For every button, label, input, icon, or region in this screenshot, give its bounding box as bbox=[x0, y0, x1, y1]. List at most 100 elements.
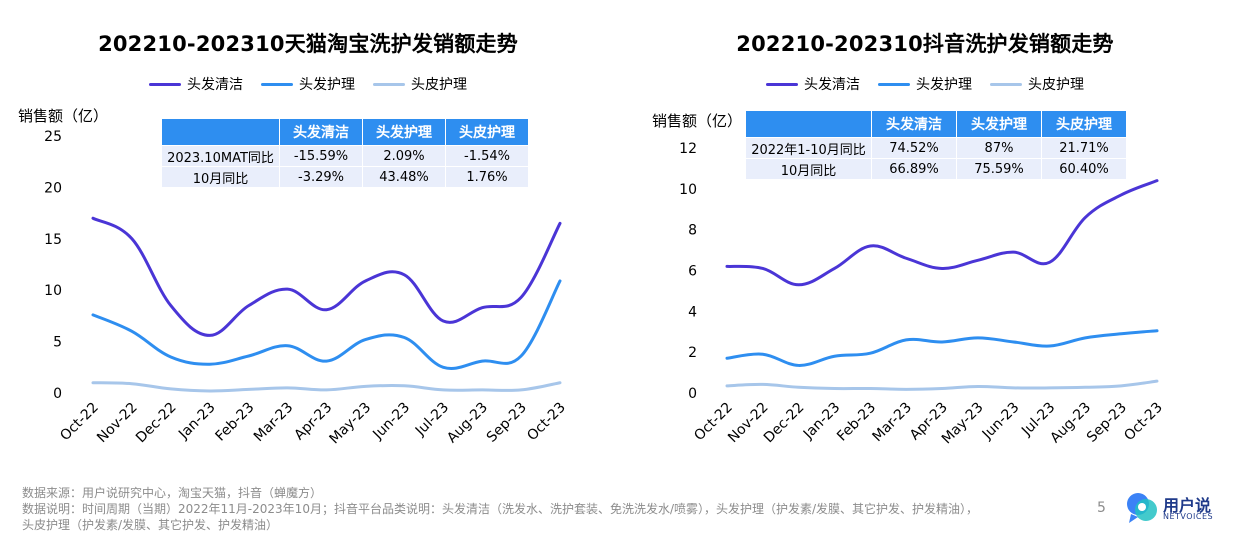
table-row: 2023.10MAT同比 -15.59% 2.09% -1.54% bbox=[161, 145, 529, 167]
table-header-row: 头发清洁 头发护理 头皮护理 bbox=[745, 110, 1127, 138]
table-cell: 21.71% bbox=[1041, 137, 1127, 159]
x-tick-label: Nov-22 bbox=[94, 400, 141, 447]
x-tick-label: Jun-23 bbox=[369, 400, 413, 444]
legend-item-hair-care: 头发护理 bbox=[261, 74, 355, 94]
y-tick-label: 8 bbox=[688, 223, 697, 239]
y-tick-label: 6 bbox=[688, 264, 697, 280]
stats-table-tmall: 头发清洁 头发护理 头皮护理 2023.10MAT同比 -15.59% 2.09… bbox=[161, 118, 529, 188]
table-cell: -15.59% bbox=[279, 145, 363, 167]
x-tick-label: Oct-22 bbox=[57, 400, 102, 445]
chart-panel-douyin: 202210-202310抖音洗护发销额走势 头发清洁 头发护理 头皮护理 销售… bbox=[617, 0, 1233, 470]
series-line-2 bbox=[91, 381, 562, 393]
table-cell: 87% bbox=[956, 137, 1042, 159]
table-header-row: 头发清洁 头发护理 头皮护理 bbox=[161, 118, 529, 146]
table-row: 2022年1-10月同比 74.52% 87% 21.71% bbox=[745, 137, 1127, 159]
table-cell: -1.54% bbox=[445, 145, 529, 167]
legend-item-hair-wash: 头发清洁 bbox=[766, 74, 860, 94]
table-header-cell bbox=[745, 110, 872, 138]
legend-item-scalp-care: 头皮护理 bbox=[990, 74, 1084, 94]
legend-item-scalp-care: 头皮护理 bbox=[373, 74, 467, 94]
footer-note: 数据说明：时间周期（当期）2022年11月-2023年10月；抖音平台品类说明：… bbox=[22, 502, 979, 516]
table-cell: 2023.10MAT同比 bbox=[161, 145, 280, 167]
y-tick-label: 10 bbox=[679, 182, 697, 198]
legend-label: 头发护理 bbox=[299, 77, 355, 93]
x-tick-label: Oct-23 bbox=[1121, 400, 1166, 445]
y-tick-label: 12 bbox=[679, 141, 697, 157]
y-tick-label: 0 bbox=[53, 386, 62, 402]
x-tick-label: Jun-23 bbox=[979, 400, 1023, 444]
x-tick-label: Mar-23 bbox=[869, 400, 915, 446]
footer-note-cont: 头皮护理（护发素/发膜、其它护发、护发精油） bbox=[22, 518, 279, 532]
table-row: 10月同比 66.89% 75.59% 60.40% bbox=[745, 158, 1127, 180]
legend-swatch-icon bbox=[766, 82, 798, 86]
speech-bubble-logo-icon bbox=[1127, 493, 1157, 523]
y-tick-label: 5 bbox=[53, 335, 62, 351]
table-header-cell: 头发护理 bbox=[362, 118, 446, 146]
table-cell: 10月同比 bbox=[161, 166, 280, 188]
x-tick-label: Mar-23 bbox=[251, 400, 297, 446]
y-tick-label: 25 bbox=[44, 129, 62, 145]
footer-notes: 数据来源：用户说研究中心，淘宝天猫，抖音（蝉魔方） 数据说明：时间周期（当期）2… bbox=[22, 485, 978, 533]
x-tick-label: Aug-23 bbox=[444, 400, 491, 447]
legend-swatch-icon bbox=[373, 82, 405, 86]
table-cell: 66.89% bbox=[871, 158, 957, 180]
table-header-cell: 头发护理 bbox=[956, 110, 1042, 138]
x-tick-label: Sep-23 bbox=[1084, 400, 1130, 446]
legend-swatch-icon bbox=[878, 82, 910, 86]
table-cell: 75.59% bbox=[956, 158, 1042, 180]
table-cell: 74.52% bbox=[871, 137, 957, 159]
stats-table-douyin: 头发清洁 头发护理 头皮护理 2022年1-10月同比 74.52% 87% 2… bbox=[745, 110, 1127, 180]
x-tick-label: May-23 bbox=[326, 400, 374, 448]
y-axis-label: 销售额（亿） bbox=[652, 112, 743, 130]
series-line-0 bbox=[91, 216, 562, 337]
x-tick-label: Sep-23 bbox=[484, 400, 530, 446]
footer-source: 数据来源：用户说研究中心，淘宝天猫，抖音（蝉魔方） bbox=[22, 486, 323, 500]
y-tick-label: 20 bbox=[44, 180, 62, 196]
table-cell: 2.09% bbox=[362, 145, 446, 167]
table-row: 10月同比 -3.29% 43.48% 1.76% bbox=[161, 166, 529, 188]
legend-swatch-icon bbox=[149, 82, 181, 86]
legend: 头发清洁 头发护理 头皮护理 bbox=[617, 74, 1233, 94]
y-tick-label: 15 bbox=[44, 232, 62, 248]
logo-subtitle: NETVOICES bbox=[1163, 512, 1214, 521]
table-cell: 10月同比 bbox=[745, 158, 872, 180]
table-header-cell: 头发清洁 bbox=[279, 118, 363, 146]
legend-item-hair-wash: 头发清洁 bbox=[149, 74, 243, 94]
x-tick-label: Jan-23 bbox=[175, 400, 218, 443]
legend-label: 头皮护理 bbox=[1028, 77, 1084, 93]
series-line-2 bbox=[725, 379, 1159, 391]
line-chart-douyin: 024681012Oct-22Nov-22Dec-22Jan-23Feb-23M… bbox=[679, 141, 1166, 447]
table-cell: 43.48% bbox=[362, 166, 446, 188]
legend-swatch-icon bbox=[261, 82, 293, 86]
series-line-1 bbox=[725, 329, 1159, 367]
table-cell: 60.40% bbox=[1041, 158, 1127, 180]
series-line-1 bbox=[91, 279, 562, 370]
legend-swatch-icon bbox=[990, 82, 1022, 86]
table-header-cell: 头发清洁 bbox=[871, 110, 957, 138]
y-axis-label: 销售额（亿） bbox=[18, 107, 109, 125]
chart-title: 202210-202310抖音洗护发销额走势 bbox=[736, 32, 1114, 56]
y-tick-label: 2 bbox=[688, 345, 697, 361]
y-tick-label: 0 bbox=[688, 386, 697, 402]
legend-label: 头皮护理 bbox=[411, 77, 467, 93]
chart-title: 202210-202310天猫淘宝洗护发销额走势 bbox=[98, 32, 518, 56]
line-chart-tmall: 0 5 10 15 20 25 Oct-22Nov-22Dec-22Jan-23Feb-23… bbox=[44, 129, 569, 448]
logo-name: 用户说 bbox=[1163, 496, 1212, 515]
brand-logo: 用户说 NETVOICES bbox=[1125, 490, 1225, 526]
table-header-cell bbox=[161, 118, 280, 146]
x-tick-label: Dec-22 bbox=[133, 400, 180, 447]
x-tick-label: Aug-23 bbox=[1047, 400, 1094, 447]
table-header-cell: 头皮护理 bbox=[1041, 110, 1127, 138]
y-tick-label: 10 bbox=[44, 283, 62, 299]
legend-label: 头发清洁 bbox=[804, 77, 860, 93]
legend-label: 头发清洁 bbox=[187, 77, 243, 93]
x-tick-label: Oct-23 bbox=[524, 400, 569, 445]
legend: 头发清洁 头发护理 头皮护理 bbox=[0, 74, 616, 94]
series-line-0 bbox=[725, 179, 1159, 287]
table-cell: 1.76% bbox=[445, 166, 529, 188]
chart-panel-tmall: 202210-202310天猫淘宝洗护发销额走势 头发清洁 头发护理 头皮护理 … bbox=[0, 0, 616, 470]
page-number: 5 bbox=[1097, 500, 1106, 516]
y-tick-label: 4 bbox=[688, 304, 697, 320]
x-tick-label: Dec-22 bbox=[761, 400, 808, 447]
table-cell: 2022年1-10月同比 bbox=[745, 137, 872, 159]
